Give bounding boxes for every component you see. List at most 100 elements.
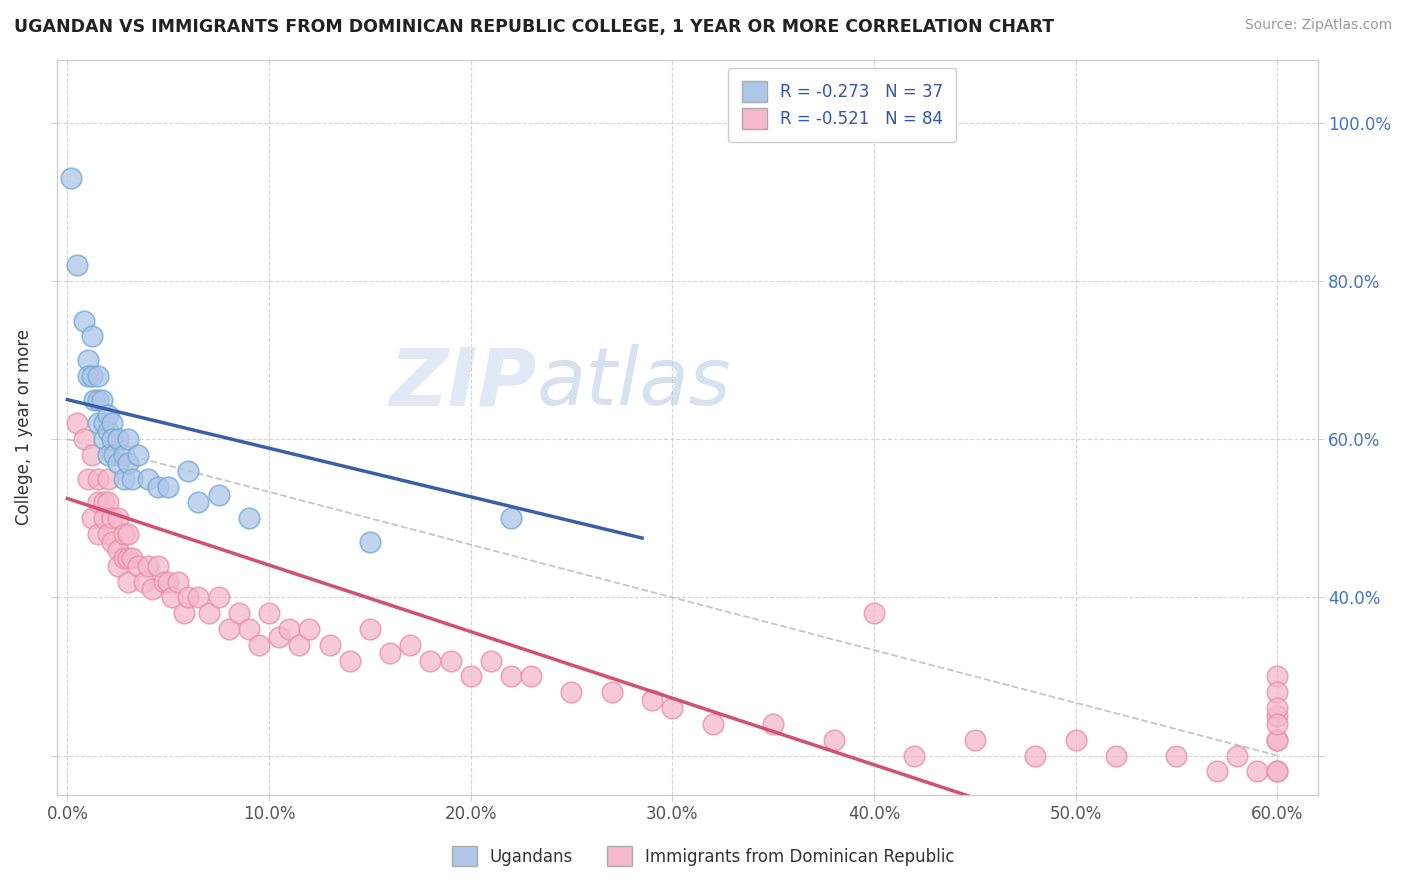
Point xyxy=(1166,748,1188,763)
Point xyxy=(439,654,461,668)
Point xyxy=(762,717,785,731)
Point xyxy=(136,558,159,573)
Point xyxy=(60,171,83,186)
Point xyxy=(100,417,122,431)
Point xyxy=(1265,685,1288,699)
Text: ZIP: ZIP xyxy=(389,344,536,422)
Point xyxy=(136,472,159,486)
Point xyxy=(117,550,139,565)
Point xyxy=(1265,732,1288,747)
Point xyxy=(197,606,219,620)
Point xyxy=(146,558,169,573)
Point xyxy=(107,558,129,573)
Point xyxy=(117,574,139,589)
Point xyxy=(162,591,184,605)
Point xyxy=(1265,764,1288,779)
Point xyxy=(86,368,108,383)
Point xyxy=(288,638,311,652)
Point xyxy=(157,480,180,494)
Point xyxy=(72,432,94,446)
Point xyxy=(127,448,149,462)
Point xyxy=(107,542,129,557)
Point xyxy=(378,646,401,660)
Point xyxy=(1265,764,1288,779)
Point xyxy=(86,417,108,431)
Point xyxy=(600,685,623,699)
Point xyxy=(86,472,108,486)
Legend: R = -0.273   N = 37, R = -0.521   N = 84: R = -0.273 N = 37, R = -0.521 N = 84 xyxy=(728,68,956,142)
Point xyxy=(1226,748,1249,763)
Point xyxy=(641,693,664,707)
Point xyxy=(93,432,115,446)
Point xyxy=(1265,701,1288,715)
Point xyxy=(173,606,195,620)
Point xyxy=(318,638,340,652)
Point xyxy=(187,495,209,509)
Point xyxy=(157,574,180,589)
Point xyxy=(238,622,260,636)
Point xyxy=(1265,709,1288,723)
Point xyxy=(90,392,112,407)
Point xyxy=(499,669,522,683)
Point xyxy=(520,669,543,683)
Point xyxy=(76,368,98,383)
Point xyxy=(359,535,381,549)
Point xyxy=(97,448,120,462)
Point xyxy=(93,511,115,525)
Point xyxy=(86,495,108,509)
Point xyxy=(702,717,724,731)
Point xyxy=(107,432,129,446)
Point xyxy=(112,472,135,486)
Point xyxy=(218,622,240,636)
Point xyxy=(80,511,103,525)
Text: atlas: atlas xyxy=(536,344,731,422)
Point xyxy=(479,654,502,668)
Point xyxy=(419,654,441,668)
Point xyxy=(117,432,139,446)
Point xyxy=(863,606,886,620)
Point xyxy=(238,511,260,525)
Point xyxy=(117,527,139,541)
Point xyxy=(93,495,115,509)
Point xyxy=(187,591,209,605)
Point xyxy=(112,550,135,565)
Point xyxy=(107,511,129,525)
Point xyxy=(661,701,683,715)
Point xyxy=(1265,669,1288,683)
Y-axis label: College, 1 year or more: College, 1 year or more xyxy=(15,329,32,525)
Point xyxy=(112,527,135,541)
Point xyxy=(359,622,381,636)
Point xyxy=(72,313,94,327)
Point xyxy=(66,258,89,272)
Point xyxy=(132,574,155,589)
Point xyxy=(100,511,122,525)
Point xyxy=(499,511,522,525)
Point xyxy=(103,448,125,462)
Point xyxy=(141,582,163,597)
Point xyxy=(1246,764,1268,779)
Point xyxy=(80,448,103,462)
Point xyxy=(86,527,108,541)
Point xyxy=(339,654,361,668)
Legend: Ugandans, Immigrants from Dominican Republic: Ugandans, Immigrants from Dominican Repu… xyxy=(443,838,963,875)
Point xyxy=(278,622,301,636)
Point xyxy=(83,392,105,407)
Point xyxy=(963,732,986,747)
Point xyxy=(100,432,122,446)
Point xyxy=(93,417,115,431)
Point xyxy=(177,591,200,605)
Point xyxy=(1064,732,1087,747)
Point xyxy=(247,638,270,652)
Point xyxy=(86,392,108,407)
Point xyxy=(1265,732,1288,747)
Point xyxy=(399,638,422,652)
Point xyxy=(117,456,139,470)
Point xyxy=(97,495,120,509)
Point xyxy=(66,417,89,431)
Point xyxy=(121,550,143,565)
Point xyxy=(80,329,103,343)
Point xyxy=(207,487,229,501)
Point xyxy=(153,574,176,589)
Point xyxy=(257,606,280,620)
Point xyxy=(76,353,98,368)
